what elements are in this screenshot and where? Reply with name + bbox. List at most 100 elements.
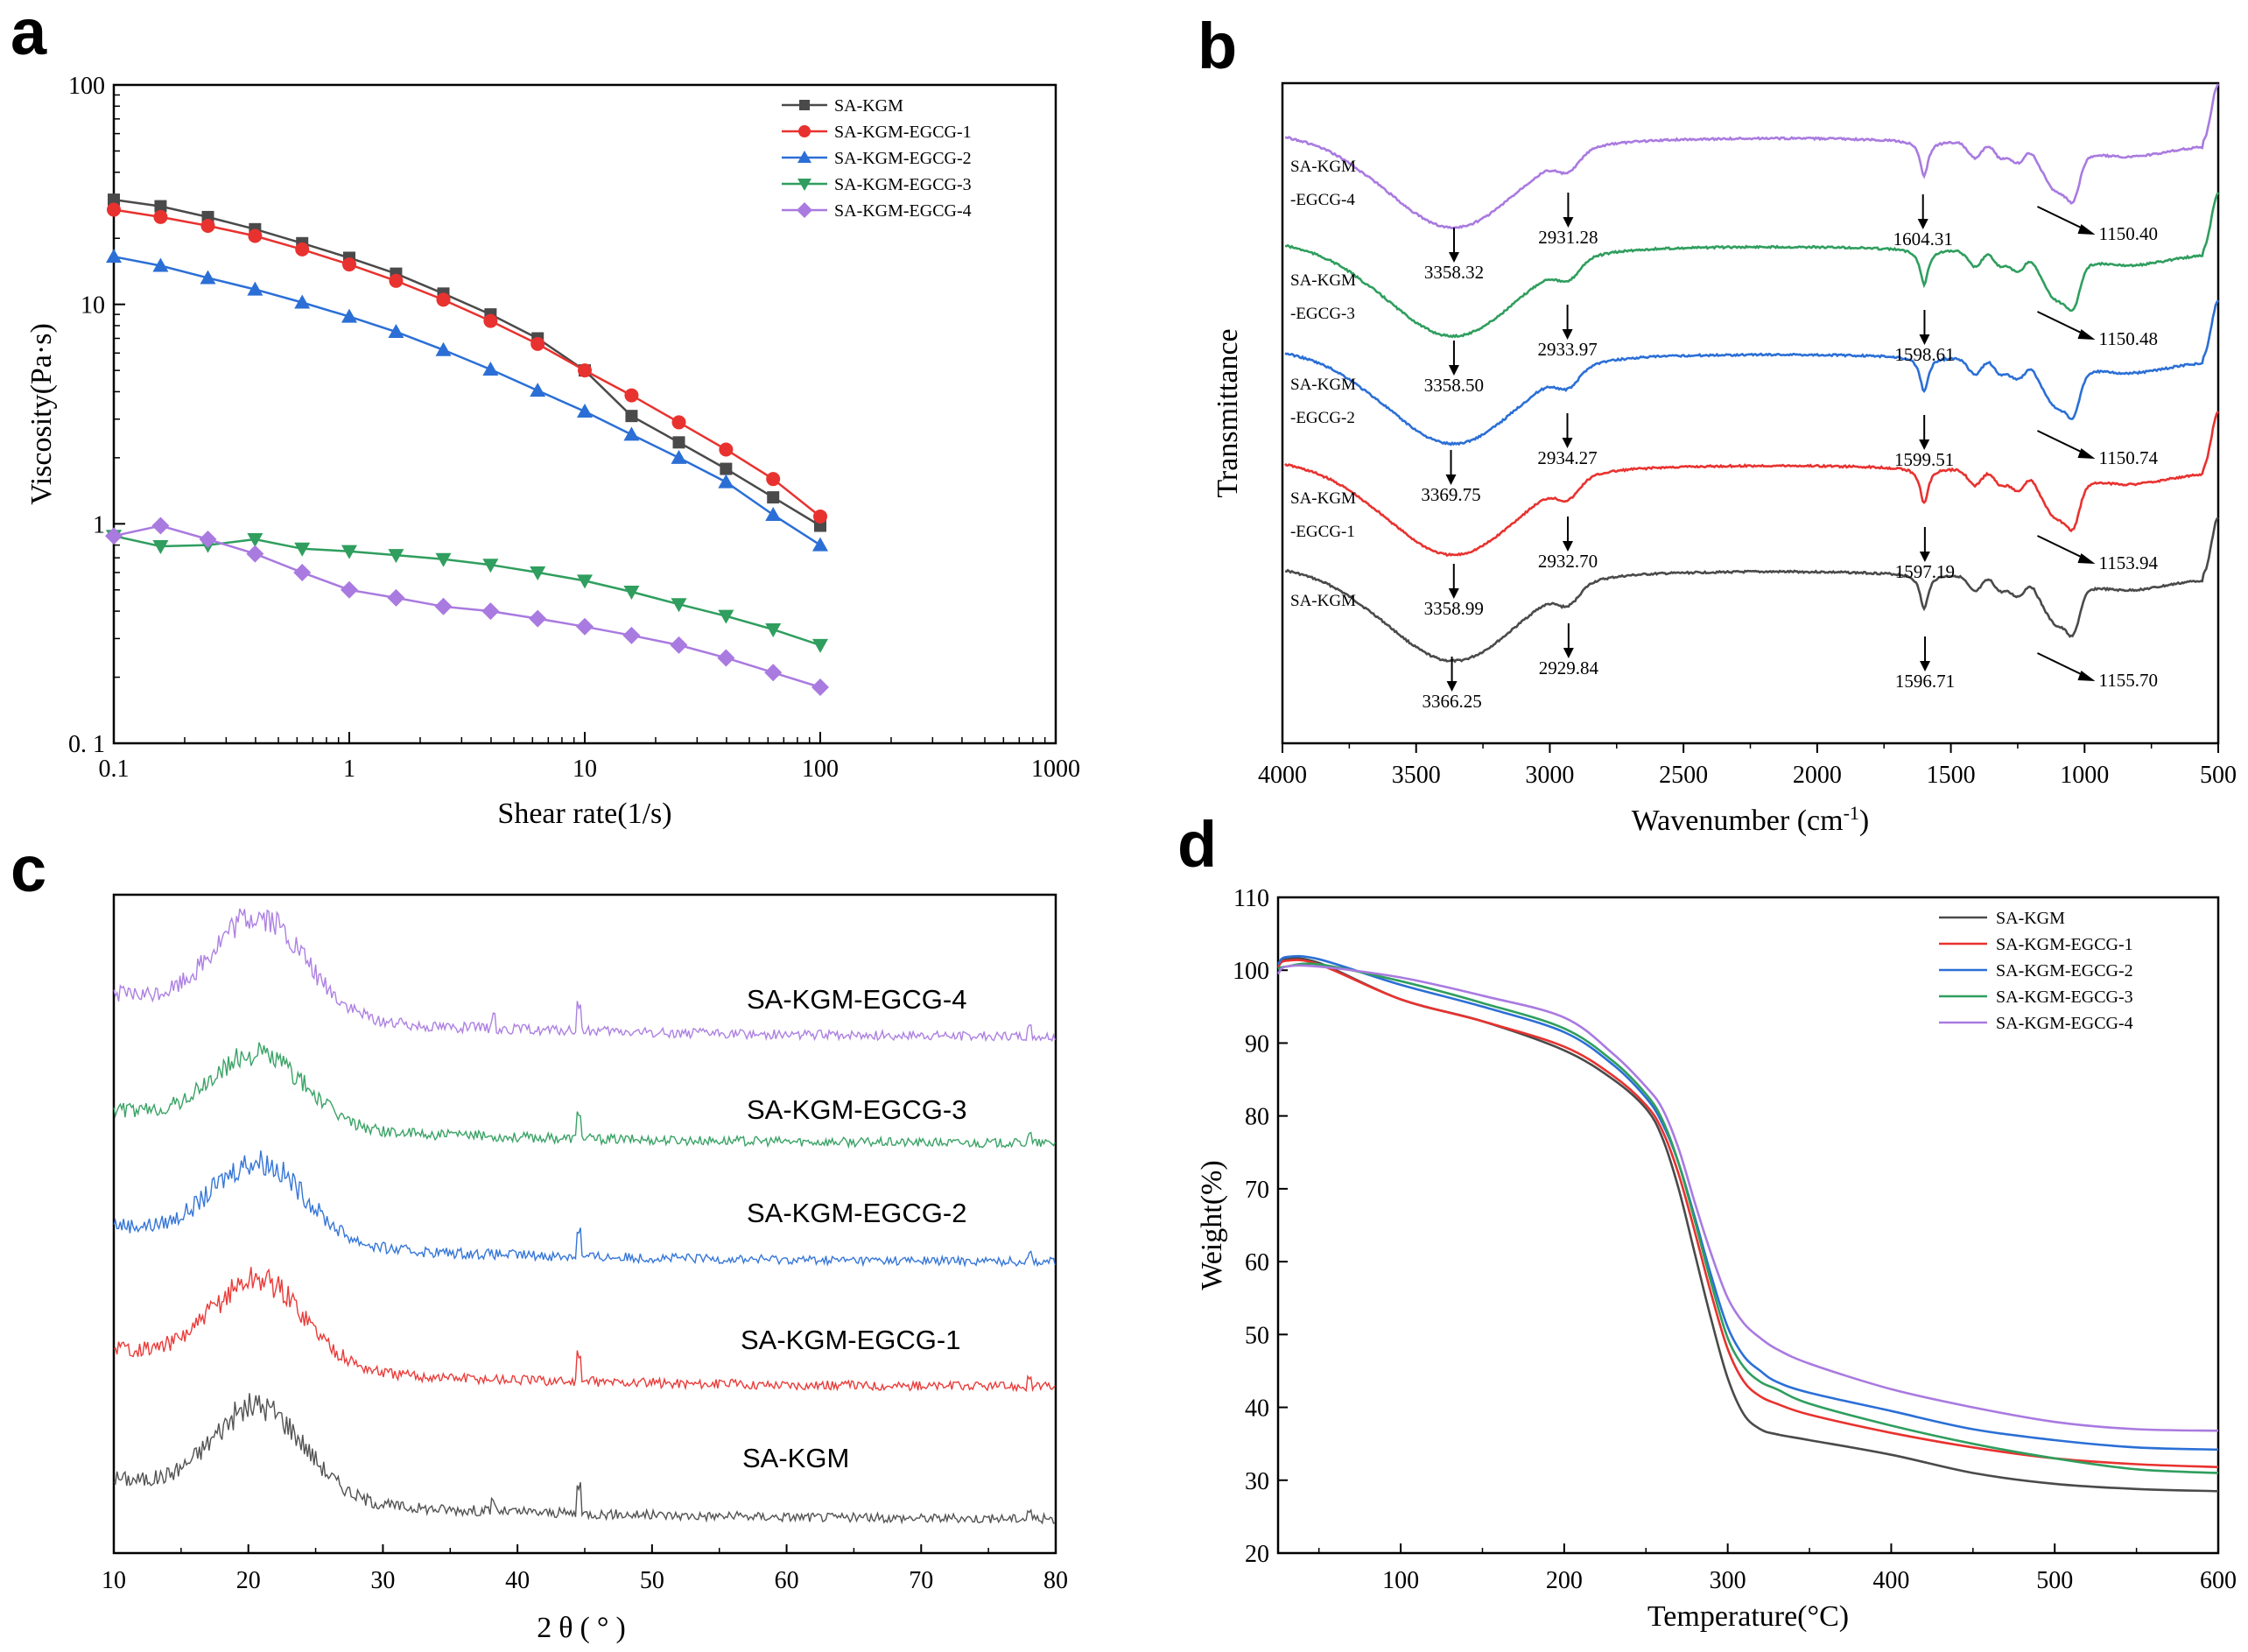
panel-b-peak-arrow-shaft: [2037, 311, 2089, 337]
panel-a-x-axis-title: Shear rate(1/s): [497, 798, 671, 830]
panel-d-curve-sa-kgm-egcg-3: [1277, 962, 2219, 1474]
panel-c-x-tick-label: 60: [775, 1567, 799, 1594]
panel-b-peak-label: 1604.31: [1893, 228, 1953, 250]
panel-b-peak-arrow-shaft: [2037, 535, 2089, 561]
panel-b-peak-label: 2933.97: [1537, 339, 1597, 360]
panel-b-peak-arrow-head: [1562, 541, 1573, 552]
panel-b-peak-annotation: 1598.61: [1894, 310, 1955, 365]
panel-d-legend: SA-KGM SA-KGM-EGCG-1 SA-KGM-EGCG-2 SA-KGM-E…: [1939, 909, 2133, 1033]
panel-b-peak-annotation: 3358.50: [1424, 341, 1484, 396]
panel-a-point-sa-kgm-egcg-3: [247, 533, 263, 548]
panel-a-series-sa-kgm-egcg-2: [106, 249, 828, 552]
panel-a-legend-marker-sa-kgm-egcg-3: [797, 179, 811, 191]
panel-c-series-sa-kgm-egcg-4: SA-KGM-EGCG-4: [113, 908, 1057, 1043]
panel-b-peak-label: 3369.75: [1421, 484, 1480, 505]
panel-a-point-sa-kgm-egcg-4: [246, 545, 264, 563]
panel-b-x-tick-label: 1000: [2060, 762, 2109, 789]
panel-b-x-tick-label: 4000: [1258, 762, 1307, 789]
panel-a-point-sa-kgm: [625, 410, 638, 423]
panel-c-x-tick-label: 80: [1043, 1567, 1068, 1594]
panel-b-ftir-chart: 4000 3500 3000 2500 2000 1500 1000 500 Wavenumbe…: [1212, 81, 2237, 837]
panel-b-peak-arrow-head: [1446, 681, 1458, 692]
panel-b-peak-annotation: 2929.84: [1539, 623, 1598, 678]
panel-a-point-sa-kgm-egcg-1: [295, 242, 310, 257]
panel-d-letter: d: [1177, 808, 1217, 881]
panel-b-x-tick-label: 3500: [1392, 762, 1441, 789]
panel-c-x-tick-label: 10: [102, 1567, 126, 1594]
panel-b-x-tick-label: 2500: [1659, 762, 1708, 789]
panel-a-point-sa-kgm: [154, 200, 167, 213]
panel-a-legend-marker-sa-kgm: [799, 100, 810, 110]
panel-d-y-tick-label: 60: [1245, 1249, 1269, 1276]
panel-b-sample-label-sa-kgm-egcg-3: -EGCG-3: [1290, 305, 1355, 323]
panel-a-point-sa-kgm-egcg-4: [622, 626, 641, 644]
panel-a-y-tick-label: 10: [81, 292, 105, 320]
panel-d-tga-chart: 100 200 300 400 500 600 20 30 40 50 60 70 80 90 100 110…: [1196, 885, 2237, 1633]
panel-b-spectrum-sa-kgm-egcg-4: [1284, 83, 2220, 229]
panel-a-point-sa-kgm-egcg-2: [435, 341, 452, 356]
panel-a-point-sa-kgm-egcg-2: [812, 537, 828, 552]
panel-b-letter: b: [1198, 10, 1237, 82]
panel-b-peak-arrow-head: [1448, 252, 1459, 263]
panel-a-point-sa-kgm-egcg-3: [671, 598, 687, 613]
panel-a-point-sa-kgm-egcg-4: [199, 531, 217, 549]
panel-d-legend-label-sa-kgm-egcg-2: SA-KGM-EGCG-2: [1996, 961, 2133, 981]
panel-b-peak-label: 1598.61: [1894, 344, 1954, 365]
panel-a-point-sa-kgm-egcg-2: [482, 362, 499, 376]
panel-a-point-sa-kgm-egcg-4: [434, 597, 453, 615]
panel-b-peak-arrow-shaft: [2037, 206, 2089, 232]
panel-a-point-sa-kgm-egcg-4: [341, 580, 358, 599]
panel-b-peak-annotation: 2931.28: [1538, 193, 1598, 248]
panel-b-peak-annotation: 1153.94: [2037, 535, 2158, 573]
panel-a-viscosity-chart: 0.1 1 10 100 1000 0. 1 1 10 100 Shear rate(1/s) Vi…: [25, 73, 1080, 830]
panel-b-sample-label-sa-kgm-egcg-4: SA-KGM: [1290, 158, 1356, 176]
panel-b-sample-label-sa-kgm-egcg-2: -EGCG-2: [1290, 409, 1355, 427]
panel-a-line-sa-kgm-egcg-2: [113, 255, 821, 546]
panel-a-point-sa-kgm-egcg-2: [341, 308, 357, 323]
panel-b-peak-arrow-head: [1448, 588, 1459, 599]
panel-b-peak-annotation: 1596.71: [1895, 636, 1955, 692]
panel-d-y-tick-label: 50: [1245, 1322, 1269, 1349]
panel-a-point-sa-kgm-egcg-1: [624, 388, 639, 403]
panel-a-point-sa-kgm-egcg-2: [623, 426, 640, 441]
panel-b-x-tick-label: 1500: [1927, 762, 1976, 789]
panel-a-point-sa-kgm-egcg-4: [529, 609, 547, 628]
panel-a-point-sa-kgm-egcg-4: [387, 588, 405, 607]
panel-d-y-tick-label: 110: [1233, 885, 1269, 912]
panel-a-x-tick-label: 10: [573, 756, 597, 783]
panel-b-peak-arrow-head: [1562, 438, 1573, 448]
panel-a-point-sa-kgm-egcg-2: [106, 249, 122, 264]
panel-b-peak-arrow-head: [1920, 661, 1931, 671]
panel-d-x-tick-label: 100: [1382, 1567, 1419, 1594]
panel-a-point-sa-kgm-egcg-2: [247, 281, 263, 296]
panel-b-series-sa-kgm-egcg-4: SA-KGM -EGCG-4 3358.32 2931.28 1604.31 1150.4…: [1284, 83, 2220, 283]
panel-c-series-sa-kgm-egcg-3: SA-KGM-EGCG-3: [113, 1042, 1057, 1149]
panel-c-pattern-sa-kgm-egcg-3: [113, 1042, 1057, 1149]
panel-c-x-tick-label: 30: [370, 1567, 395, 1594]
panel-a-point-sa-kgm: [108, 193, 120, 207]
panel-b-peak-label: 3366.25: [1422, 691, 1481, 712]
panel-d-curve-sa-kgm-egcg-4: [1276, 964, 2219, 1432]
panel-a-legend-marker-sa-kgm-egcg-4: [797, 202, 812, 218]
panel-a-line-sa-kgm-egcg-1: [113, 208, 821, 517]
panel-a-point-sa-kgm-egcg-1: [813, 509, 827, 524]
panel-b-sample-label-sa-kgm-egcg-4: -EGCG-4: [1290, 191, 1355, 209]
panel-b-sample-label-sa-kgm-egcg-3: SA-KGM: [1290, 271, 1356, 290]
panel-c-pattern-sa-kgm-egcg-4: [113, 908, 1057, 1043]
panel-d-x-tick-label: 400: [1872, 1567, 1909, 1594]
panel-b-peak-arrow-head: [1448, 365, 1459, 376]
panel-a-point-sa-kgm-egcg-3: [294, 542, 311, 557]
panel-b-peak-arrow-head: [2077, 224, 2096, 235]
panel-b-peak-arrow-head: [2077, 671, 2096, 681]
panel-c-sample-label-sa-kgm-egcg-1: SA-KGM-EGCG-1: [741, 1325, 960, 1355]
panel-b-peak-annotation: 2933.97: [1537, 305, 1598, 360]
panel-a-point-sa-kgm-egcg-2: [765, 506, 782, 521]
panel-a-point-sa-kgm-egcg-3: [388, 549, 404, 564]
panel-a-point-sa-kgm-egcg-3: [435, 552, 452, 567]
panel-b-peak-label: 3358.32: [1424, 262, 1484, 283]
panel-a-x-tick-label: 1000: [1031, 756, 1080, 783]
panel-b-peak-label: 1597.19: [1895, 561, 1955, 582]
panel-b-x-tick-label: 500: [2200, 762, 2237, 789]
panel-a-legend: SA-KGM SA-KGM-EGCG-1 SA-KGM-EGCG-2 SA-KGM-E…: [782, 96, 972, 221]
panel-d-legend-label-sa-kgm-egcg-1: SA-KGM-EGCG-1: [1996, 935, 2133, 954]
